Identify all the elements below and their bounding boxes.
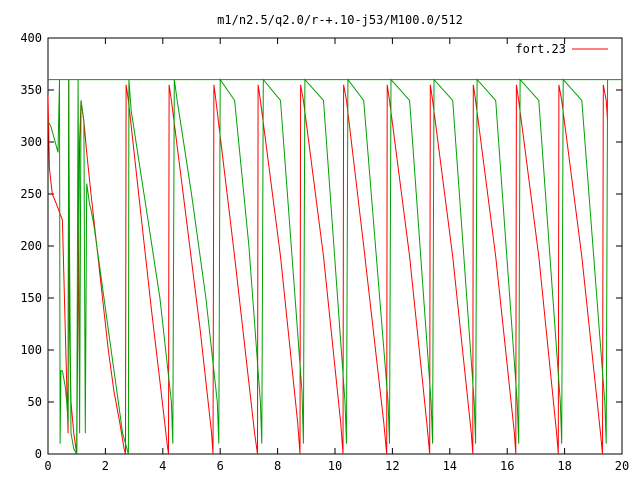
x-tick-label: 6: [217, 459, 224, 473]
y-axis: 0 50 100 150 200 250 300 350 400: [20, 31, 622, 461]
x-tick-label: 20: [615, 459, 629, 473]
series-line-2: [48, 78, 609, 454]
x-tick-label: 16: [500, 459, 514, 473]
y-tick-label: 0: [35, 447, 42, 461]
x-tick-label: 2: [102, 459, 109, 473]
series-layer: [48, 78, 622, 454]
y-tick-label: 100: [20, 343, 42, 357]
y-tick-label: 50: [28, 395, 42, 409]
x-tick-label: 0: [44, 459, 51, 473]
series-line-1: [48, 79, 609, 454]
x-axis: 0 2 4 6 8 10 12 14 16 18 20: [44, 38, 629, 473]
x-tick-label: 4: [159, 459, 166, 473]
y-tick-label: 300: [20, 135, 42, 149]
x-tick-label: 8: [274, 459, 281, 473]
x-tick-label: 12: [385, 459, 399, 473]
y-tick-label: 350: [20, 83, 42, 97]
chart-title: m1/n2.5/q2.0/r-+.10-j53/M100.0/512: [217, 13, 463, 27]
x-tick-label: 18: [557, 459, 571, 473]
y-tick-label: 400: [20, 31, 42, 45]
legend-label: fort.23: [515, 42, 566, 56]
legend: fort.23: [515, 42, 608, 56]
x-tick-label: 10: [328, 459, 342, 473]
x-tick-label: 14: [443, 459, 457, 473]
y-tick-label: 200: [20, 239, 42, 253]
y-tick-label: 150: [20, 291, 42, 305]
plot-frame: [47, 37, 623, 455]
y-tick-label: 250: [20, 187, 42, 201]
